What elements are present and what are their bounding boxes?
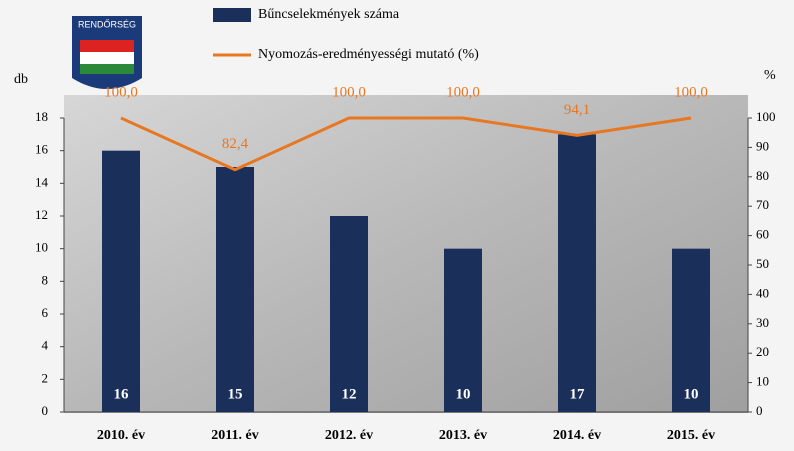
x-tick-label: 2015. év — [667, 428, 715, 443]
line — [120, 116, 692, 172]
bar-label: 10 — [456, 386, 471, 402]
y2-tick-label: 90 — [756, 138, 769, 153]
y-tick-label: 6 — [42, 305, 49, 320]
y-tick-label: 14 — [35, 174, 49, 189]
y-tick-label: 4 — [42, 338, 49, 353]
bar-label: 15 — [228, 386, 243, 402]
bar — [672, 248, 710, 412]
y-tick-label: 12 — [35, 207, 48, 222]
y2-tick-label: 30 — [756, 315, 769, 330]
legend-swatch — [213, 8, 251, 22]
line-label: 100,0 — [104, 84, 138, 100]
line-label: 94,1 — [564, 102, 590, 118]
photo-background — [64, 95, 748, 413]
x-tick-label: 2013. év — [439, 428, 487, 443]
bar-label: 16 — [114, 386, 130, 402]
y2-tick-label: 0 — [756, 403, 763, 418]
y-tick-label: 0 — [42, 403, 49, 418]
bar — [330, 216, 368, 412]
legend-label: Bűncselekmények száma — [258, 7, 400, 22]
y2-tick-label: 80 — [756, 168, 769, 183]
line-label: 82,4 — [222, 136, 249, 152]
logo: RENDŐRSÉG POLICE — [72, 16, 142, 89]
y2-axis-label: % — [764, 68, 776, 83]
x-tick-label: 2011. év — [211, 428, 258, 443]
y2-tick-label: 20 — [756, 344, 769, 359]
bar — [444, 248, 482, 412]
y-tick-label: 16 — [35, 142, 49, 157]
y-axis-label: db — [14, 72, 28, 87]
legend-label: Nyomozás-eredményességi mutató (%) — [258, 47, 479, 62]
bar-label: 12 — [342, 386, 357, 402]
y2-tick-label: 10 — [756, 374, 769, 389]
x-tick-label: 2014. év — [553, 428, 601, 443]
x-tick-label: 2012. év — [325, 428, 373, 443]
x-tick-label: 2010. év — [97, 428, 145, 443]
logo-top: RENDŐRSÉG — [78, 19, 136, 29]
y-tick-label: 10 — [35, 240, 48, 255]
y2-tick-label: 70 — [756, 197, 769, 212]
logo-bottom: POLICE — [90, 72, 124, 82]
y-tick-label: 18 — [35, 109, 48, 124]
line-label: 100,0 — [332, 84, 366, 100]
line-label: 100,0 — [446, 84, 480, 100]
y2-tick-label: 40 — [756, 285, 769, 300]
y-tick-label: 2 — [42, 370, 49, 385]
bar-label: 17 — [570, 386, 586, 402]
y2-tick-label: 100 — [756, 109, 776, 124]
line-label: 100,0 — [674, 84, 708, 100]
y2-tick-label: 60 — [756, 227, 769, 242]
bar-label: 10 — [684, 386, 699, 402]
bar — [558, 134, 596, 413]
y2-tick-label: 50 — [756, 256, 769, 271]
y-tick-label: 8 — [42, 272, 49, 287]
bar — [216, 167, 254, 412]
bar — [102, 150, 140, 412]
